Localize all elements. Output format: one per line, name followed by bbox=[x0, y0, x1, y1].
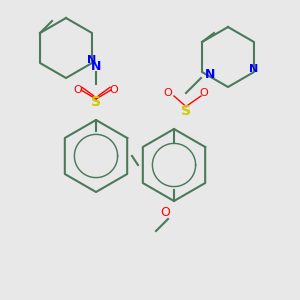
Text: O: O bbox=[74, 85, 82, 95]
Text: O: O bbox=[164, 88, 172, 98]
Text: N: N bbox=[91, 59, 101, 73]
Text: S: S bbox=[91, 95, 101, 109]
Text: N: N bbox=[249, 64, 259, 74]
Text: O: O bbox=[110, 85, 118, 95]
Text: S: S bbox=[181, 104, 191, 118]
Text: O: O bbox=[200, 88, 208, 98]
Text: N: N bbox=[87, 55, 97, 65]
Text: N: N bbox=[205, 68, 215, 82]
Text: O: O bbox=[160, 206, 170, 220]
